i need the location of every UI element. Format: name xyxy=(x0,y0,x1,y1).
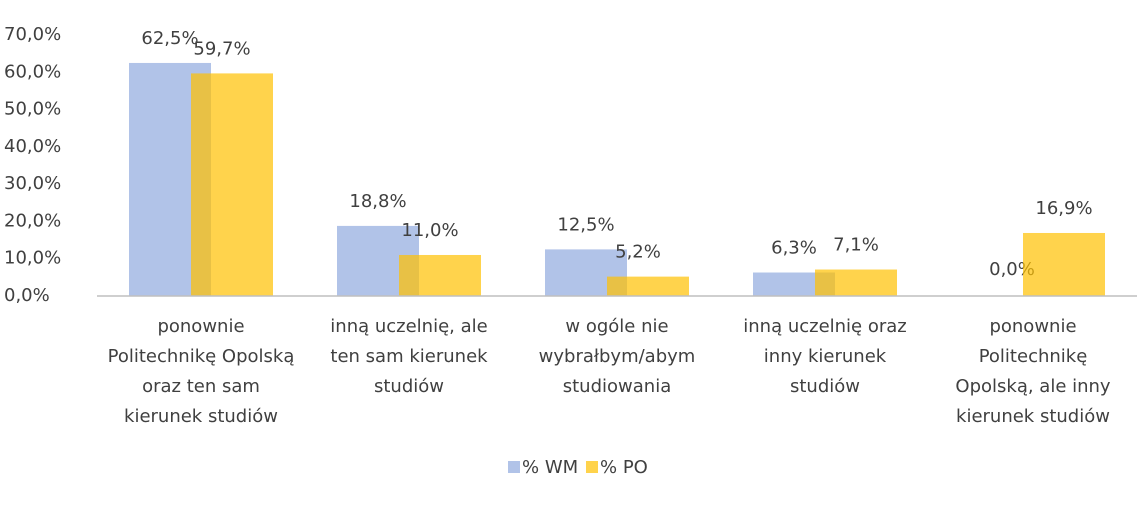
x-tick-label: w ogóle nie wybrałbym/abym studiowania xyxy=(538,316,696,397)
bar xyxy=(1023,232,1105,296)
y-tick-label: 70,0% xyxy=(4,24,61,45)
y-tick-label: 60,0% xyxy=(4,61,61,82)
value-label: 59,7% xyxy=(193,38,250,59)
x-tick-label: inną uczelnię oraz inny kierunek studiów xyxy=(743,316,907,397)
legend-label: % WM xyxy=(522,457,578,478)
y-tick-label: 40,0% xyxy=(4,136,61,157)
bar xyxy=(607,276,689,296)
y-tick-label: 30,0% xyxy=(4,173,61,194)
value-label: 62,5% xyxy=(141,28,198,49)
bar xyxy=(815,269,897,296)
value-label: 5,2% xyxy=(615,242,661,263)
y-tick-label: 10,0% xyxy=(4,248,61,269)
y-tick-label: 20,0% xyxy=(4,210,61,231)
bar xyxy=(399,254,481,296)
legend-swatch xyxy=(586,461,598,473)
value-label: 6,3% xyxy=(771,238,817,259)
y-tick-label: 50,0% xyxy=(4,99,61,120)
y-tick-label: 0,0% xyxy=(4,285,50,306)
value-label: 18,8% xyxy=(349,191,406,212)
x-tick-label: ponownie Politechnikę Opolską oraz ten s… xyxy=(107,316,295,427)
legend-label: % PO xyxy=(600,457,648,478)
value-label: 7,1% xyxy=(833,235,879,256)
value-label: 12,5% xyxy=(557,214,614,235)
legend-swatch xyxy=(508,461,520,473)
bar xyxy=(753,272,835,296)
bar xyxy=(191,73,273,296)
x-tick-label: ponownie Politechnikę Opolską, ale inny … xyxy=(955,316,1111,427)
value-label: 11,0% xyxy=(401,220,458,241)
x-tick-label: inną uczelnię, ale ten sam kierunek stud… xyxy=(330,316,488,397)
value-label: 16,9% xyxy=(1035,198,1092,219)
